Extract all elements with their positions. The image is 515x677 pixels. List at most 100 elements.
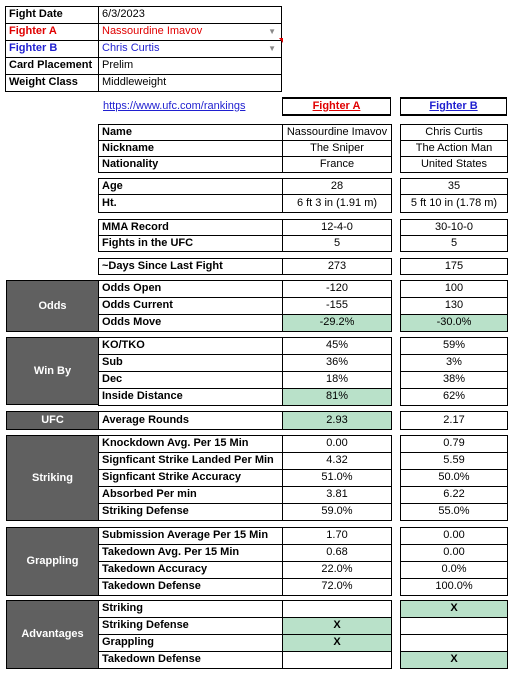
fighter-a-value: 22.0% (282, 561, 392, 579)
fighter-a-value: X (282, 634, 392, 652)
row-label: Takedown Accuracy (98, 561, 283, 579)
row-label: Sub (98, 354, 283, 372)
fighter-a-value: 51.0% (282, 469, 392, 487)
fighter-a-value: 18% (282, 371, 392, 389)
fighter-a-value: 2.93 (282, 411, 392, 430)
row-label: Signficant Strike Accuracy (98, 469, 283, 487)
row-label: Ht. (98, 194, 283, 213)
fighter-a-value: -120 (282, 280, 392, 298)
fighter-b-value: 0.0% (400, 561, 508, 579)
row-label: Absorbed Per min (98, 486, 283, 504)
row-label: Nationality (98, 156, 283, 173)
section-label-grappling: Grappling (6, 527, 99, 596)
fighter-a-value (282, 651, 392, 669)
fighter-a-value: 0.68 (282, 544, 392, 562)
fighter-b-value: 0.00 (400, 544, 508, 562)
fighter-a-value: 3.81 (282, 486, 392, 504)
fighter-b-select-value: Chris Curtis (102, 42, 160, 54)
fighter-b-value: X (400, 651, 508, 669)
fighter-a-value: 36% (282, 354, 392, 372)
fighter-a-value: 5 (282, 235, 392, 252)
fighter-b-select[interactable]: Chris Curtis ▼ (98, 40, 282, 58)
chevron-down-icon[interactable]: ▼ (268, 27, 276, 36)
fighter-b-value: 3% (400, 354, 508, 372)
row-label: Knockdown Avg. Per 15 Min (98, 435, 283, 453)
section-label-advantages: Advantages (6, 600, 99, 669)
fighter-b-value: The Action Man (400, 140, 508, 157)
fighter-a-select[interactable]: Nassourdine Imavov ▼ (98, 23, 282, 41)
fighter-b-value: 5 ft 10 in (1.78 m) (400, 194, 508, 213)
fighter-a-header: Fighter A (282, 97, 391, 116)
fighter-b-value: 5.59 (400, 452, 508, 470)
row-label: Odds Current (98, 297, 283, 315)
row-label: Odds Open (98, 280, 283, 298)
fighter-a-days: 273 (282, 258, 392, 275)
fighter-a-value: 45% (282, 337, 392, 355)
fighter-a-value: -29.2% (282, 314, 392, 332)
fighter-b-value: 100.0% (400, 578, 508, 596)
fighter-a-value: Nassourdine Imavov (282, 124, 392, 141)
fighter-a-value (282, 600, 392, 618)
ufc-rankings-link[interactable]: https://www.ufc.com/rankings (103, 100, 246, 112)
row-label: Takedown Defense (98, 651, 283, 669)
fighter-a-value: 81% (282, 388, 392, 406)
row-label: Signficant Strike Landed Per Min (98, 452, 283, 470)
weight-class-label: Weight Class (5, 74, 99, 92)
fighter-b-value: X (400, 600, 508, 618)
fighter-a-value: 4.32 (282, 452, 392, 470)
row-label: Grappling (98, 634, 283, 652)
fighter-a-value: 1.70 (282, 527, 392, 545)
fight-date-value[interactable]: 6/3/2023 (98, 6, 282, 24)
fighter-b-value: 6.22 (400, 486, 508, 504)
fighter-b-value: 0.00 (400, 527, 508, 545)
row-label: Fights in the UFC (98, 235, 283, 252)
fighter-b-value: 35 (400, 178, 508, 195)
fighter-b-value: 62% (400, 388, 508, 406)
section-label-striking: Striking (6, 435, 99, 521)
section-label-ufc: UFC (6, 411, 99, 430)
row-label: Striking Defense (98, 617, 283, 635)
fighter-b-value: 30-10-0 (400, 219, 508, 236)
fighter-a-value: 12-4-0 (282, 219, 392, 236)
fighter-b-value: 55.0% (400, 503, 508, 521)
row-label: Takedown Defense (98, 578, 283, 596)
fighter-b-label: Fighter B (5, 40, 99, 58)
comment-indicator-icon (279, 38, 283, 43)
fighter-b-value: United States (400, 156, 508, 173)
weight-class-value[interactable]: Middleweight (98, 74, 282, 92)
row-label: Odds Move (98, 314, 283, 332)
fighter-b-value: 100 (400, 280, 508, 298)
row-label: MMA Record (98, 219, 283, 236)
row-label: Striking (98, 600, 283, 618)
row-label: Submission Average Per 15 Min (98, 527, 283, 545)
fighter-a-value: France (282, 156, 392, 173)
chevron-down-icon[interactable]: ▼ (268, 44, 276, 53)
section-label-win-by: Win By (6, 337, 99, 405)
fighter-b-value (400, 634, 508, 652)
fighter-a-select-value: Nassourdine Imavov (102, 25, 203, 37)
fighter-a-value: -155 (282, 297, 392, 315)
fighter-b-header: Fighter B (400, 97, 507, 116)
fighter-a-value: 0.00 (282, 435, 392, 453)
fighter-a-value: The Sniper (282, 140, 392, 157)
card-placement-value[interactable]: Prelim (98, 57, 282, 75)
row-label: KO/TKO (98, 337, 283, 355)
row-label: Average Rounds (98, 411, 283, 430)
row-label: Name (98, 124, 283, 141)
fighter-a-value: 59.0% (282, 503, 392, 521)
fighter-a-label: Fighter A (5, 23, 99, 41)
fighter-b-value: 130 (400, 297, 508, 315)
section-label-odds: Odds (6, 280, 99, 332)
row-label: Takedown Avg. Per 15 Min (98, 544, 283, 562)
fighter-b-value: 2.17 (400, 411, 508, 430)
fighter-a-value: 72.0% (282, 578, 392, 596)
row-label: Age (98, 178, 283, 195)
fighter-b-value: 50.0% (400, 469, 508, 487)
row-label: Inside Distance (98, 388, 283, 406)
fighter-b-value: 5 (400, 235, 508, 252)
fighter-b-days: 175 (400, 258, 508, 275)
fighter-b-value: 0.79 (400, 435, 508, 453)
fighter-b-value: -30.0% (400, 314, 508, 332)
fighter-b-value: Chris Curtis (400, 124, 508, 141)
row-label: Nickname (98, 140, 283, 157)
